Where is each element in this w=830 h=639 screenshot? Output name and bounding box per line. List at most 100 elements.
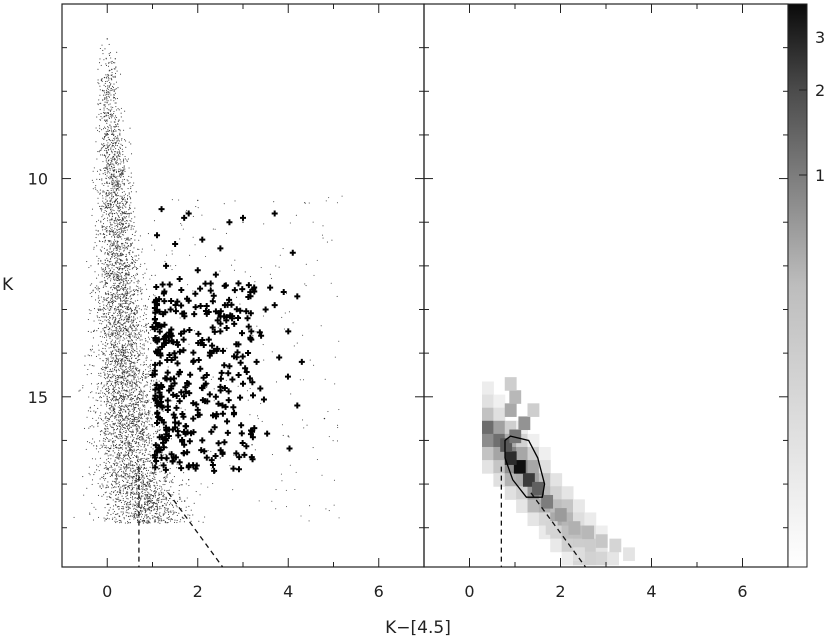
small-dot xyxy=(100,79,102,81)
small-dot xyxy=(109,175,111,177)
small-dot xyxy=(115,216,117,219)
small-dot xyxy=(143,404,145,406)
small-dot xyxy=(104,393,106,395)
small-dot xyxy=(99,485,101,487)
small-dot xyxy=(156,500,158,502)
small-dot xyxy=(102,233,104,236)
small-dot xyxy=(115,257,117,259)
small-dot xyxy=(122,428,124,431)
small-dot xyxy=(113,430,115,432)
small-dot xyxy=(134,399,136,402)
small-dot xyxy=(114,200,116,202)
small-dot xyxy=(136,464,138,466)
small-dot xyxy=(123,396,125,398)
small-dot xyxy=(132,392,134,394)
small-dot xyxy=(154,509,156,511)
small-dot xyxy=(122,424,124,426)
small-dot xyxy=(130,469,132,471)
small-dot xyxy=(148,332,150,334)
small-dot xyxy=(95,399,97,401)
small-dot xyxy=(112,508,114,510)
small-dot xyxy=(108,75,110,77)
small-dot xyxy=(124,361,126,363)
small-dot xyxy=(136,474,138,476)
small-dot xyxy=(131,515,133,517)
small-dot xyxy=(103,202,105,204)
small-dot xyxy=(141,481,143,483)
small-dot xyxy=(151,426,153,428)
small-dot xyxy=(132,260,134,262)
small-dot xyxy=(123,216,125,218)
small-dot xyxy=(113,130,115,133)
small-dot xyxy=(105,390,107,392)
small-dot xyxy=(140,289,142,291)
small-dot xyxy=(123,389,125,391)
small-dot xyxy=(182,517,184,519)
small-dot xyxy=(120,323,122,325)
small-dot xyxy=(114,225,116,227)
small-dot xyxy=(105,63,107,65)
small-dot xyxy=(149,329,151,331)
small-dot xyxy=(138,373,140,375)
small-dot xyxy=(111,339,113,341)
small-dot xyxy=(162,492,164,494)
small-dot xyxy=(113,244,115,246)
small-dot xyxy=(131,361,133,363)
small-dot xyxy=(168,516,171,518)
small-dot xyxy=(147,445,149,447)
small-dot xyxy=(93,308,96,310)
small-dot xyxy=(167,508,169,510)
small-dot xyxy=(120,440,122,442)
small-dot xyxy=(124,376,126,378)
small-dot xyxy=(103,297,105,299)
small-dot xyxy=(110,465,112,467)
small-dot xyxy=(147,413,149,415)
small-dot xyxy=(103,137,106,139)
small-dot xyxy=(97,494,100,496)
small-dot xyxy=(151,500,153,502)
small-dot xyxy=(119,358,121,360)
small-dot xyxy=(125,276,127,278)
small-dot xyxy=(101,275,103,277)
small-dot xyxy=(99,189,101,191)
small-dot xyxy=(113,432,115,434)
small-dot xyxy=(136,334,138,336)
small-dot xyxy=(111,213,113,215)
small-dot xyxy=(107,145,109,147)
small-dot xyxy=(117,158,119,160)
small-dot xyxy=(139,413,141,415)
small-dot xyxy=(124,501,126,503)
small-dot xyxy=(108,91,110,93)
small-dot xyxy=(128,192,130,194)
small-dot xyxy=(140,352,142,354)
small-dot xyxy=(107,65,110,67)
small-dot xyxy=(123,182,125,184)
small-dot xyxy=(95,411,97,413)
small-dot xyxy=(112,356,114,359)
small-dot xyxy=(106,193,108,195)
small-dot xyxy=(161,505,163,507)
small-dot xyxy=(107,455,109,457)
small-dot xyxy=(112,332,114,334)
small-dot xyxy=(120,112,122,114)
small-dot xyxy=(115,234,117,236)
small-dot xyxy=(142,421,144,423)
small-dot xyxy=(138,413,140,415)
small-dot xyxy=(115,190,117,192)
small-dot xyxy=(141,496,143,498)
small-dot xyxy=(90,373,92,375)
small-dot xyxy=(141,251,143,253)
small-dot xyxy=(101,195,104,197)
small-dot xyxy=(104,106,106,108)
small-dot xyxy=(105,368,107,370)
small-dot xyxy=(124,438,126,440)
small-dot xyxy=(133,425,135,427)
small-dot xyxy=(128,274,130,277)
small-dot xyxy=(140,334,142,336)
small-dot xyxy=(110,458,112,460)
small-dot xyxy=(107,457,109,460)
small-dot xyxy=(124,311,126,313)
small-dot xyxy=(136,359,139,362)
small-dot xyxy=(180,484,182,486)
small-dot xyxy=(140,481,142,484)
